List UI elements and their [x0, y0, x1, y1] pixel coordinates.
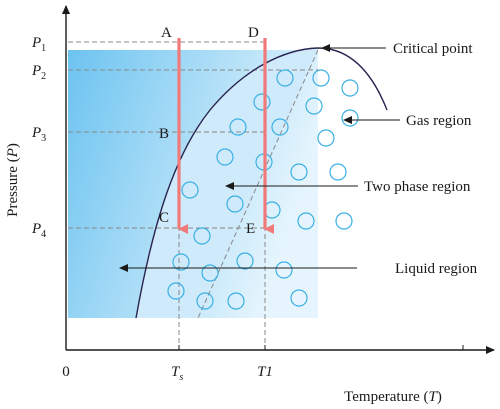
- saturation-curve: [135, 47, 388, 319]
- gas-bubbles: [167, 69, 359, 310]
- bubble: [290, 163, 308, 181]
- p4-label: P4: [31, 221, 46, 240]
- bubble: [305, 97, 323, 115]
- bubble: [335, 212, 353, 230]
- x-axis-ticks: [178, 345, 464, 350]
- ts-label: Ts: [171, 364, 183, 383]
- point-c-label: C: [159, 210, 169, 226]
- bubble: [275, 261, 293, 279]
- origin-label: 0: [62, 364, 70, 380]
- bubble: [236, 252, 254, 270]
- p2-label: P2: [31, 63, 46, 82]
- bubble: [329, 163, 347, 181]
- bubble: [271, 118, 289, 136]
- point-a-label: A: [161, 25, 172, 41]
- bubble: [317, 129, 335, 147]
- bubble: [341, 109, 359, 127]
- bubble: [216, 148, 234, 166]
- critical-point-label: Critical point: [393, 41, 473, 57]
- bubble: [196, 292, 214, 310]
- liquid-region-label: Liquid region: [395, 261, 478, 277]
- bubble: [226, 195, 244, 213]
- bubble: [167, 282, 185, 300]
- bubble: [229, 118, 247, 136]
- bubble: [312, 69, 330, 87]
- two-phase-region-label: Two phase region: [364, 179, 471, 195]
- bubble: [172, 253, 190, 271]
- bubble: [201, 264, 219, 282]
- bubble: [276, 69, 294, 87]
- p1-label: P1: [31, 35, 46, 54]
- x-axis-title: Temperature (T): [344, 389, 442, 405]
- y-axis-title: Pressure (P): [5, 143, 21, 217]
- point-b-label: B: [159, 126, 169, 142]
- annotation-arrows: [119, 44, 400, 272]
- bubble: [227, 292, 245, 310]
- bubble: [181, 181, 199, 199]
- p3-label: P3: [31, 125, 46, 144]
- point-d-label: D: [248, 25, 259, 41]
- bubble: [253, 93, 271, 111]
- gas-region-label: Gas region: [406, 113, 472, 129]
- point-e-label: E: [246, 221, 255, 237]
- bubble: [297, 212, 315, 230]
- t1-label: T1: [257, 364, 273, 380]
- bubble: [341, 79, 359, 97]
- bubble: [290, 289, 308, 307]
- bubble: [193, 227, 211, 245]
